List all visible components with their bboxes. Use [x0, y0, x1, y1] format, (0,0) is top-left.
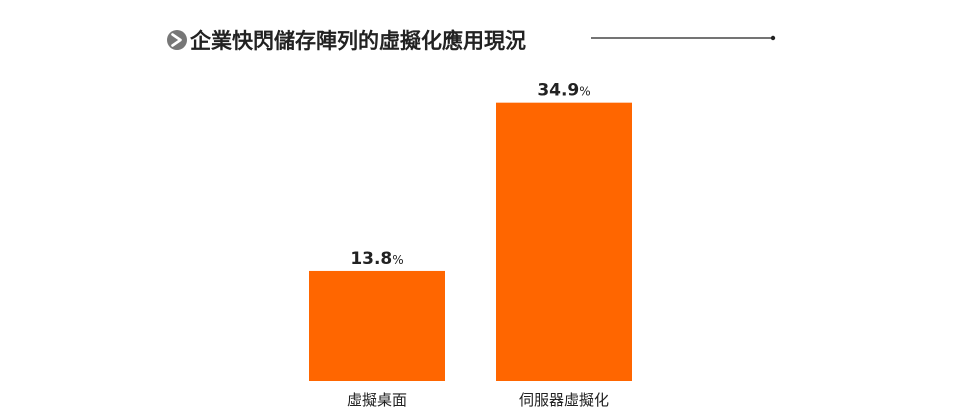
bar-value-number: 13.8: [350, 249, 392, 269]
category-label: 伺服器虛擬化: [519, 391, 609, 409]
bar-value-number: 34.9: [537, 81, 579, 101]
bar-value-unit: %: [392, 253, 403, 267]
bar-value-label: 34.9%: [537, 81, 590, 101]
bar-value-unit: %: [579, 85, 590, 99]
chevron-right-circle-icon: [167, 30, 187, 50]
bar-2: [496, 102, 632, 382]
chart-title: 企業快閃儲存陣列的虛擬化應用現況: [189, 29, 526, 53]
chart-header: 企業快閃儲存陣列的虛擬化應用現況: [167, 29, 776, 53]
bar-1: [309, 270, 445, 381]
bar-value-label: 13.8%: [350, 249, 403, 269]
category-label: 虛擬桌面: [347, 391, 407, 409]
plot-area: 13.8% 虛擬桌面 34.9% 伺服器虛擬化: [309, 81, 632, 409]
title-rule-end-dot: [770, 35, 776, 41]
